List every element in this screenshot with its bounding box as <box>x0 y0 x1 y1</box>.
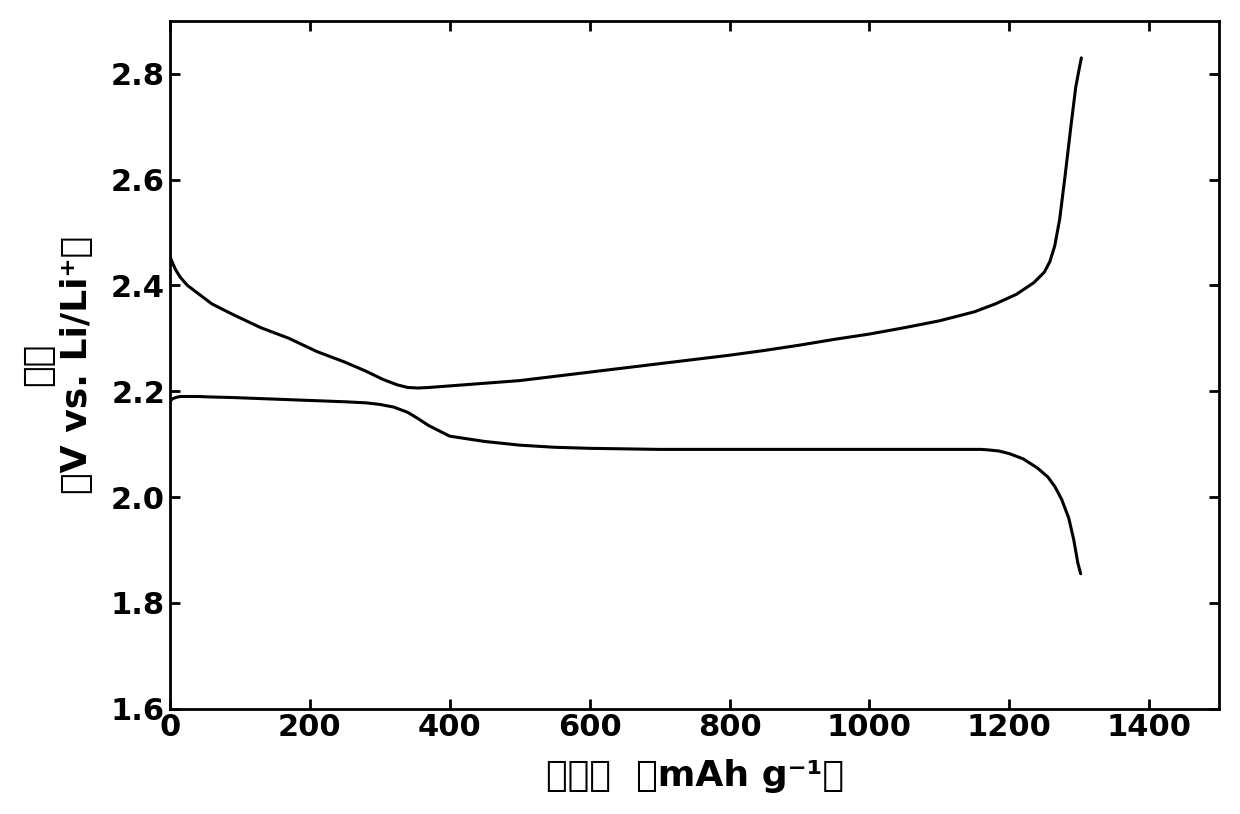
Y-axis label: 电压
（V vs. Li/Li⁺）: 电压 （V vs. Li/Li⁺） <box>21 236 94 494</box>
X-axis label: 比容量  （mAh g⁻¹）: 比容量 （mAh g⁻¹） <box>546 759 843 793</box>
